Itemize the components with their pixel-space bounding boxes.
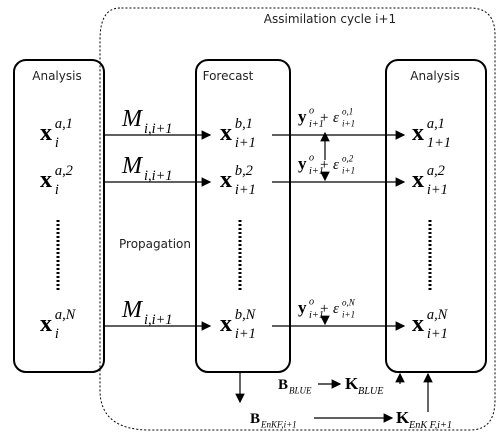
math-base: x: [220, 311, 232, 337]
math-sub: i: [55, 182, 59, 198]
math-base: x: [40, 311, 52, 337]
math-sub: EnK F,i+1: [408, 420, 452, 431]
arrows: [104, 130, 433, 423]
math-base: ε: [333, 301, 339, 317]
math-sup: a,1: [427, 116, 445, 132]
math-sub: i: [55, 135, 59, 151]
math-sub: i+1: [342, 166, 355, 176]
math-sub: i,i+1: [144, 168, 173, 184]
math-sub: i+1: [342, 119, 355, 129]
math-sup: a,N: [427, 307, 449, 323]
math-sub: i,i+1: [144, 312, 173, 328]
math-base: M: [121, 153, 144, 179]
math-sup: o,N: [342, 298, 356, 308]
math-sup: o: [309, 297, 314, 308]
math-base: x: [412, 120, 424, 146]
math-sub: i+1: [342, 310, 355, 320]
math-sub: 1+1: [427, 135, 451, 151]
analysis-box: [385, 59, 487, 373]
math-sup: o: [309, 153, 314, 164]
math-base: B: [278, 377, 288, 393]
box-label: Analysis: [32, 69, 81, 83]
box-label: Analysis: [410, 69, 459, 83]
math-sub: i+1: [309, 166, 324, 177]
math-base: x: [220, 120, 232, 146]
plus: +: [320, 157, 328, 173]
math-base: K: [345, 374, 359, 393]
math-sub: i+1: [427, 326, 448, 342]
math-base: x: [412, 167, 424, 193]
math-base: x: [220, 167, 232, 193]
math-base: y: [298, 107, 307, 126]
math-sup: a,2: [55, 163, 73, 179]
math-sup: a,1: [55, 116, 73, 132]
cycle-title: Assimilation cycle i+1: [264, 12, 396, 26]
math-base: ε: [333, 110, 339, 126]
math-sup: b,N: [235, 307, 257, 323]
math-sub: i+1: [309, 310, 324, 321]
math-sup: b,1: [235, 116, 253, 132]
propagation-label: Propagation: [119, 237, 191, 251]
math-base: y: [298, 298, 307, 317]
box-label: Forecast: [203, 69, 254, 83]
math-sup: b,2: [235, 163, 253, 179]
math-sub: i+1: [235, 182, 256, 198]
math-base: K: [396, 408, 410, 427]
plus: +: [320, 110, 328, 126]
math-base: M: [121, 297, 144, 323]
math-sub: i,i+1: [144, 121, 173, 137]
math-sub: EnKF,i+1: [260, 420, 297, 430]
math-sub: i+1: [235, 326, 256, 342]
math-sub: BLUE: [358, 386, 384, 397]
cycle-region: [99, 7, 496, 431]
forecast-box: [195, 59, 291, 373]
math-sup: a,N: [55, 307, 77, 323]
math-sub: i: [55, 326, 59, 342]
math-base: x: [40, 120, 52, 146]
math-base: M: [121, 106, 144, 132]
ellipsis-dots: [56, 220, 432, 290]
math-base: y: [298, 154, 307, 173]
math-sup: o: [309, 106, 314, 117]
math-sup: a,2: [427, 163, 445, 179]
plus: +: [320, 301, 328, 317]
analysis-box: [13, 59, 105, 373]
math-sub: i+1: [235, 135, 256, 151]
math-sup: o,1: [342, 107, 353, 117]
math-base: ε: [333, 157, 339, 173]
math-base: x: [40, 167, 52, 193]
math-sub: i+1: [427, 182, 448, 198]
math-base: x: [412, 311, 424, 337]
math-base: B: [250, 411, 260, 427]
math-sub: i+1: [309, 119, 324, 130]
math-sup: o,2: [342, 154, 354, 164]
math-sub: BLUE: [289, 386, 312, 396]
